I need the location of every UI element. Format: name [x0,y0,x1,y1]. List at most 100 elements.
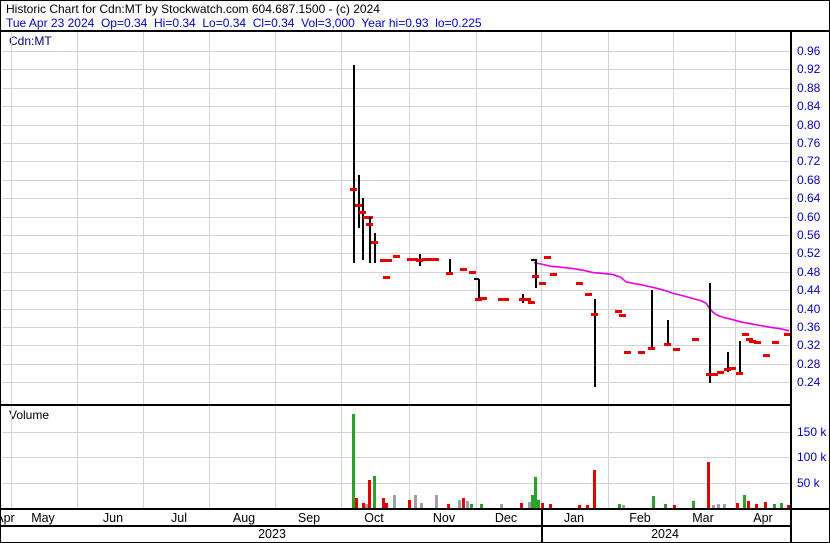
volume-bar [365,503,368,508]
ohlc-bar [739,340,741,376]
volume-tick-label: 150 k [797,424,827,439]
close-tick [729,367,736,371]
price-gridline [2,308,790,310]
ohlc-bar [362,198,364,261]
ohlc-bar [709,283,711,384]
volume-bar [755,503,758,508]
price-tick-label: 0.80 [797,117,821,132]
close-tick [576,282,583,286]
close-tick [380,259,392,263]
year-divider-vertical [541,508,543,542]
header-divider [1,30,829,32]
close-tick [411,257,418,261]
close-tick [460,268,467,272]
close-tick [393,254,400,258]
volume-bar [707,462,710,508]
price-tick-label: 0.36 [797,320,821,334]
month-label: Jun [102,511,124,525]
close-tick [591,313,598,317]
close-tick [524,298,531,302]
ohlc-bar [727,352,729,372]
month-gridline [608,31,609,508]
close-tick [717,371,724,375]
close-tick [706,372,713,376]
volume-bar [652,496,655,508]
volume-bar [537,500,540,508]
ohlc-bar [478,278,480,300]
month-gridline [143,31,144,508]
close-tick [539,282,546,286]
close-tick [480,297,487,301]
price-gridline [2,382,790,384]
month-year-divider [1,525,790,527]
volume-bar [420,502,423,508]
close-tick [407,257,414,261]
chart-title: Historic Chart for Cdn:MT by Stockwatch.… [6,2,380,16]
close-tick [742,332,749,336]
close-tick [422,257,429,261]
volume-bar [373,476,376,508]
close-tick [585,292,592,296]
price-gridline [2,216,790,218]
close-tick [446,271,453,275]
volume-bar [435,495,438,508]
volume-bar [528,501,531,508]
volume-gridline [2,482,790,484]
close-tick [664,343,671,347]
volume-bar [541,502,544,508]
volume-bar [362,502,365,508]
volume-bar [385,502,388,508]
close-tick [754,340,761,344]
volume-bar [549,503,552,508]
volume-axis-divider [1,508,829,510]
volume-bar [352,413,355,508]
ohlc-bar [449,258,451,275]
price-tick-label: 0.56 [797,228,821,242]
month-label: Mar [692,511,714,525]
close-tick [736,372,743,375]
price-gridline [2,124,790,126]
volume-bar [531,495,534,508]
close-tick [350,188,357,191]
price-tick-label: 0.84 [797,99,821,114]
year-label: 2024 [651,527,679,541]
close-tick [363,215,373,219]
quote-line: Tue Apr 23 2024 Op=0.34 Hi=0.34 Lo=0.34 … [6,16,482,30]
volume-panel-label: Volume [9,408,50,422]
close-tick [366,222,373,226]
month-gridline [673,31,674,508]
price-gridline [2,253,790,255]
ohlc-bar [369,216,371,263]
close-tick [428,257,435,261]
month-label: Nov [432,511,456,525]
price-gridline [2,161,790,163]
volume-bar [673,504,676,508]
volume-bar [586,504,589,508]
month-label: Oct [364,511,384,525]
month-gridline [541,31,542,508]
ohlc-bar [353,64,355,263]
price-gridline [2,69,790,71]
volume-bar [462,497,465,508]
price-gridline [2,87,790,89]
close-tick [784,332,791,336]
close-tick [673,348,680,352]
price-gridline [2,235,790,236]
month-gridline [11,31,12,508]
volume-bar [723,504,726,508]
price-tick-label: 0.44 [797,283,821,298]
price-tick-label: 0.28 [797,356,821,371]
price-gridline [2,106,790,108]
price-tick-label: 0.76 [797,136,821,150]
ohlc-bar [358,175,360,229]
close-tick [711,372,718,376]
price-tick-label: 0.92 [797,62,821,77]
volume-bar [500,503,503,508]
close-tick [432,257,439,261]
volume-bar [593,469,596,508]
month-label: Dec [494,511,518,525]
ohlc-bar [535,258,537,288]
volume-bar [692,500,695,508]
volume-bar [736,502,739,508]
